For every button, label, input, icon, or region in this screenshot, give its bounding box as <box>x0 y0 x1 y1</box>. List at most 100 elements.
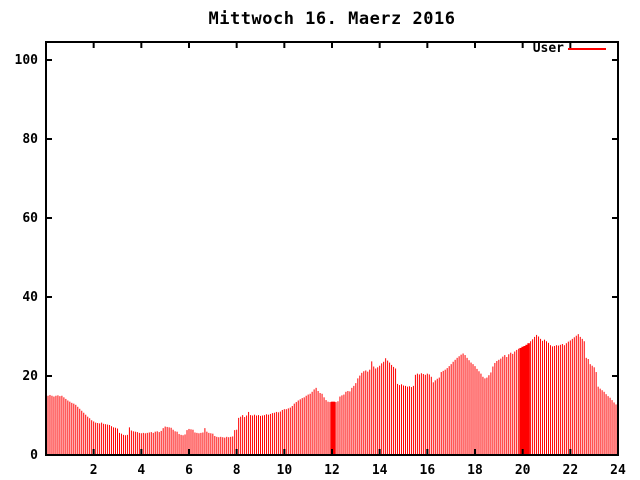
bar <box>597 386 599 455</box>
bar <box>132 431 134 455</box>
bar <box>289 407 291 455</box>
x-tick-label: 16 <box>420 463 436 478</box>
chart-title: Mittwoch 16. Maerz 2016 <box>208 9 456 29</box>
bar <box>332 401 336 455</box>
bar <box>498 359 500 455</box>
x-tick-label: 10 <box>277 463 293 478</box>
bar <box>305 395 307 455</box>
bar <box>281 409 283 455</box>
bar <box>345 391 347 455</box>
bar <box>567 341 569 455</box>
bar <box>208 432 210 455</box>
x-tick-label: 24 <box>610 463 626 478</box>
bar <box>395 368 397 455</box>
bar <box>488 375 490 455</box>
bar <box>295 402 297 455</box>
bar <box>166 426 168 455</box>
legend-user-label: User <box>532 41 564 56</box>
bar <box>194 432 196 455</box>
bar <box>81 410 83 455</box>
bar <box>470 362 472 455</box>
bar <box>347 391 349 455</box>
bar <box>446 368 448 455</box>
bar <box>442 370 444 455</box>
bar <box>343 394 345 455</box>
bar <box>301 398 303 455</box>
bar <box>458 356 460 455</box>
bar <box>440 372 442 455</box>
y-axis-labels: 0 20 40 60 80 100 <box>15 53 39 463</box>
bar <box>71 402 73 455</box>
bar <box>126 434 128 455</box>
bar <box>534 336 536 455</box>
bar <box>593 367 595 455</box>
x-tick-label: 12 <box>324 463 340 478</box>
bar <box>230 436 232 455</box>
bar <box>279 411 281 455</box>
bar <box>277 412 279 455</box>
bar <box>297 400 299 455</box>
x-tick-label: 4 <box>137 463 145 478</box>
bar <box>136 432 138 455</box>
y-tick-label: 0 <box>30 448 38 463</box>
bar <box>69 401 71 455</box>
bar <box>557 345 559 455</box>
bar <box>267 414 269 455</box>
bar <box>549 345 551 455</box>
bar <box>561 344 563 455</box>
bar <box>462 353 464 455</box>
bar <box>242 415 244 455</box>
bar <box>351 387 353 455</box>
bar <box>174 431 176 455</box>
bar <box>124 435 126 455</box>
bar <box>170 427 172 455</box>
bar <box>118 432 120 455</box>
bar <box>599 388 601 455</box>
bar <box>536 334 538 455</box>
bar <box>250 415 252 455</box>
bar <box>103 423 105 455</box>
bar <box>85 414 87 455</box>
bar <box>91 420 93 455</box>
bar <box>601 390 603 455</box>
bar <box>412 385 414 456</box>
bar <box>428 374 430 455</box>
bar <box>383 361 385 455</box>
bar <box>128 427 130 455</box>
bar <box>482 376 484 455</box>
bar <box>591 365 593 455</box>
bar <box>353 385 355 456</box>
bar <box>540 338 542 455</box>
bar <box>609 397 611 455</box>
bar <box>583 341 585 455</box>
bar <box>514 351 516 455</box>
bar <box>379 365 381 455</box>
bar <box>210 433 212 455</box>
bar <box>341 395 343 455</box>
bar <box>263 415 265 455</box>
bar <box>389 362 391 455</box>
bar <box>325 400 327 455</box>
bar <box>202 432 204 455</box>
bar <box>551 346 553 456</box>
bar <box>97 423 99 455</box>
bar <box>496 360 498 455</box>
bar <box>436 378 438 455</box>
bar <box>410 387 412 455</box>
bar <box>563 345 565 455</box>
bar <box>525 344 528 455</box>
bar <box>260 415 261 455</box>
bar <box>271 413 273 455</box>
bar <box>315 387 317 455</box>
bar <box>476 368 478 455</box>
bar <box>299 399 301 455</box>
bar <box>130 430 132 455</box>
bar <box>162 428 164 455</box>
bar <box>109 424 111 455</box>
bar <box>500 358 502 455</box>
bar <box>369 369 371 455</box>
bar <box>248 411 250 455</box>
bar <box>117 428 118 455</box>
bar <box>422 374 424 455</box>
